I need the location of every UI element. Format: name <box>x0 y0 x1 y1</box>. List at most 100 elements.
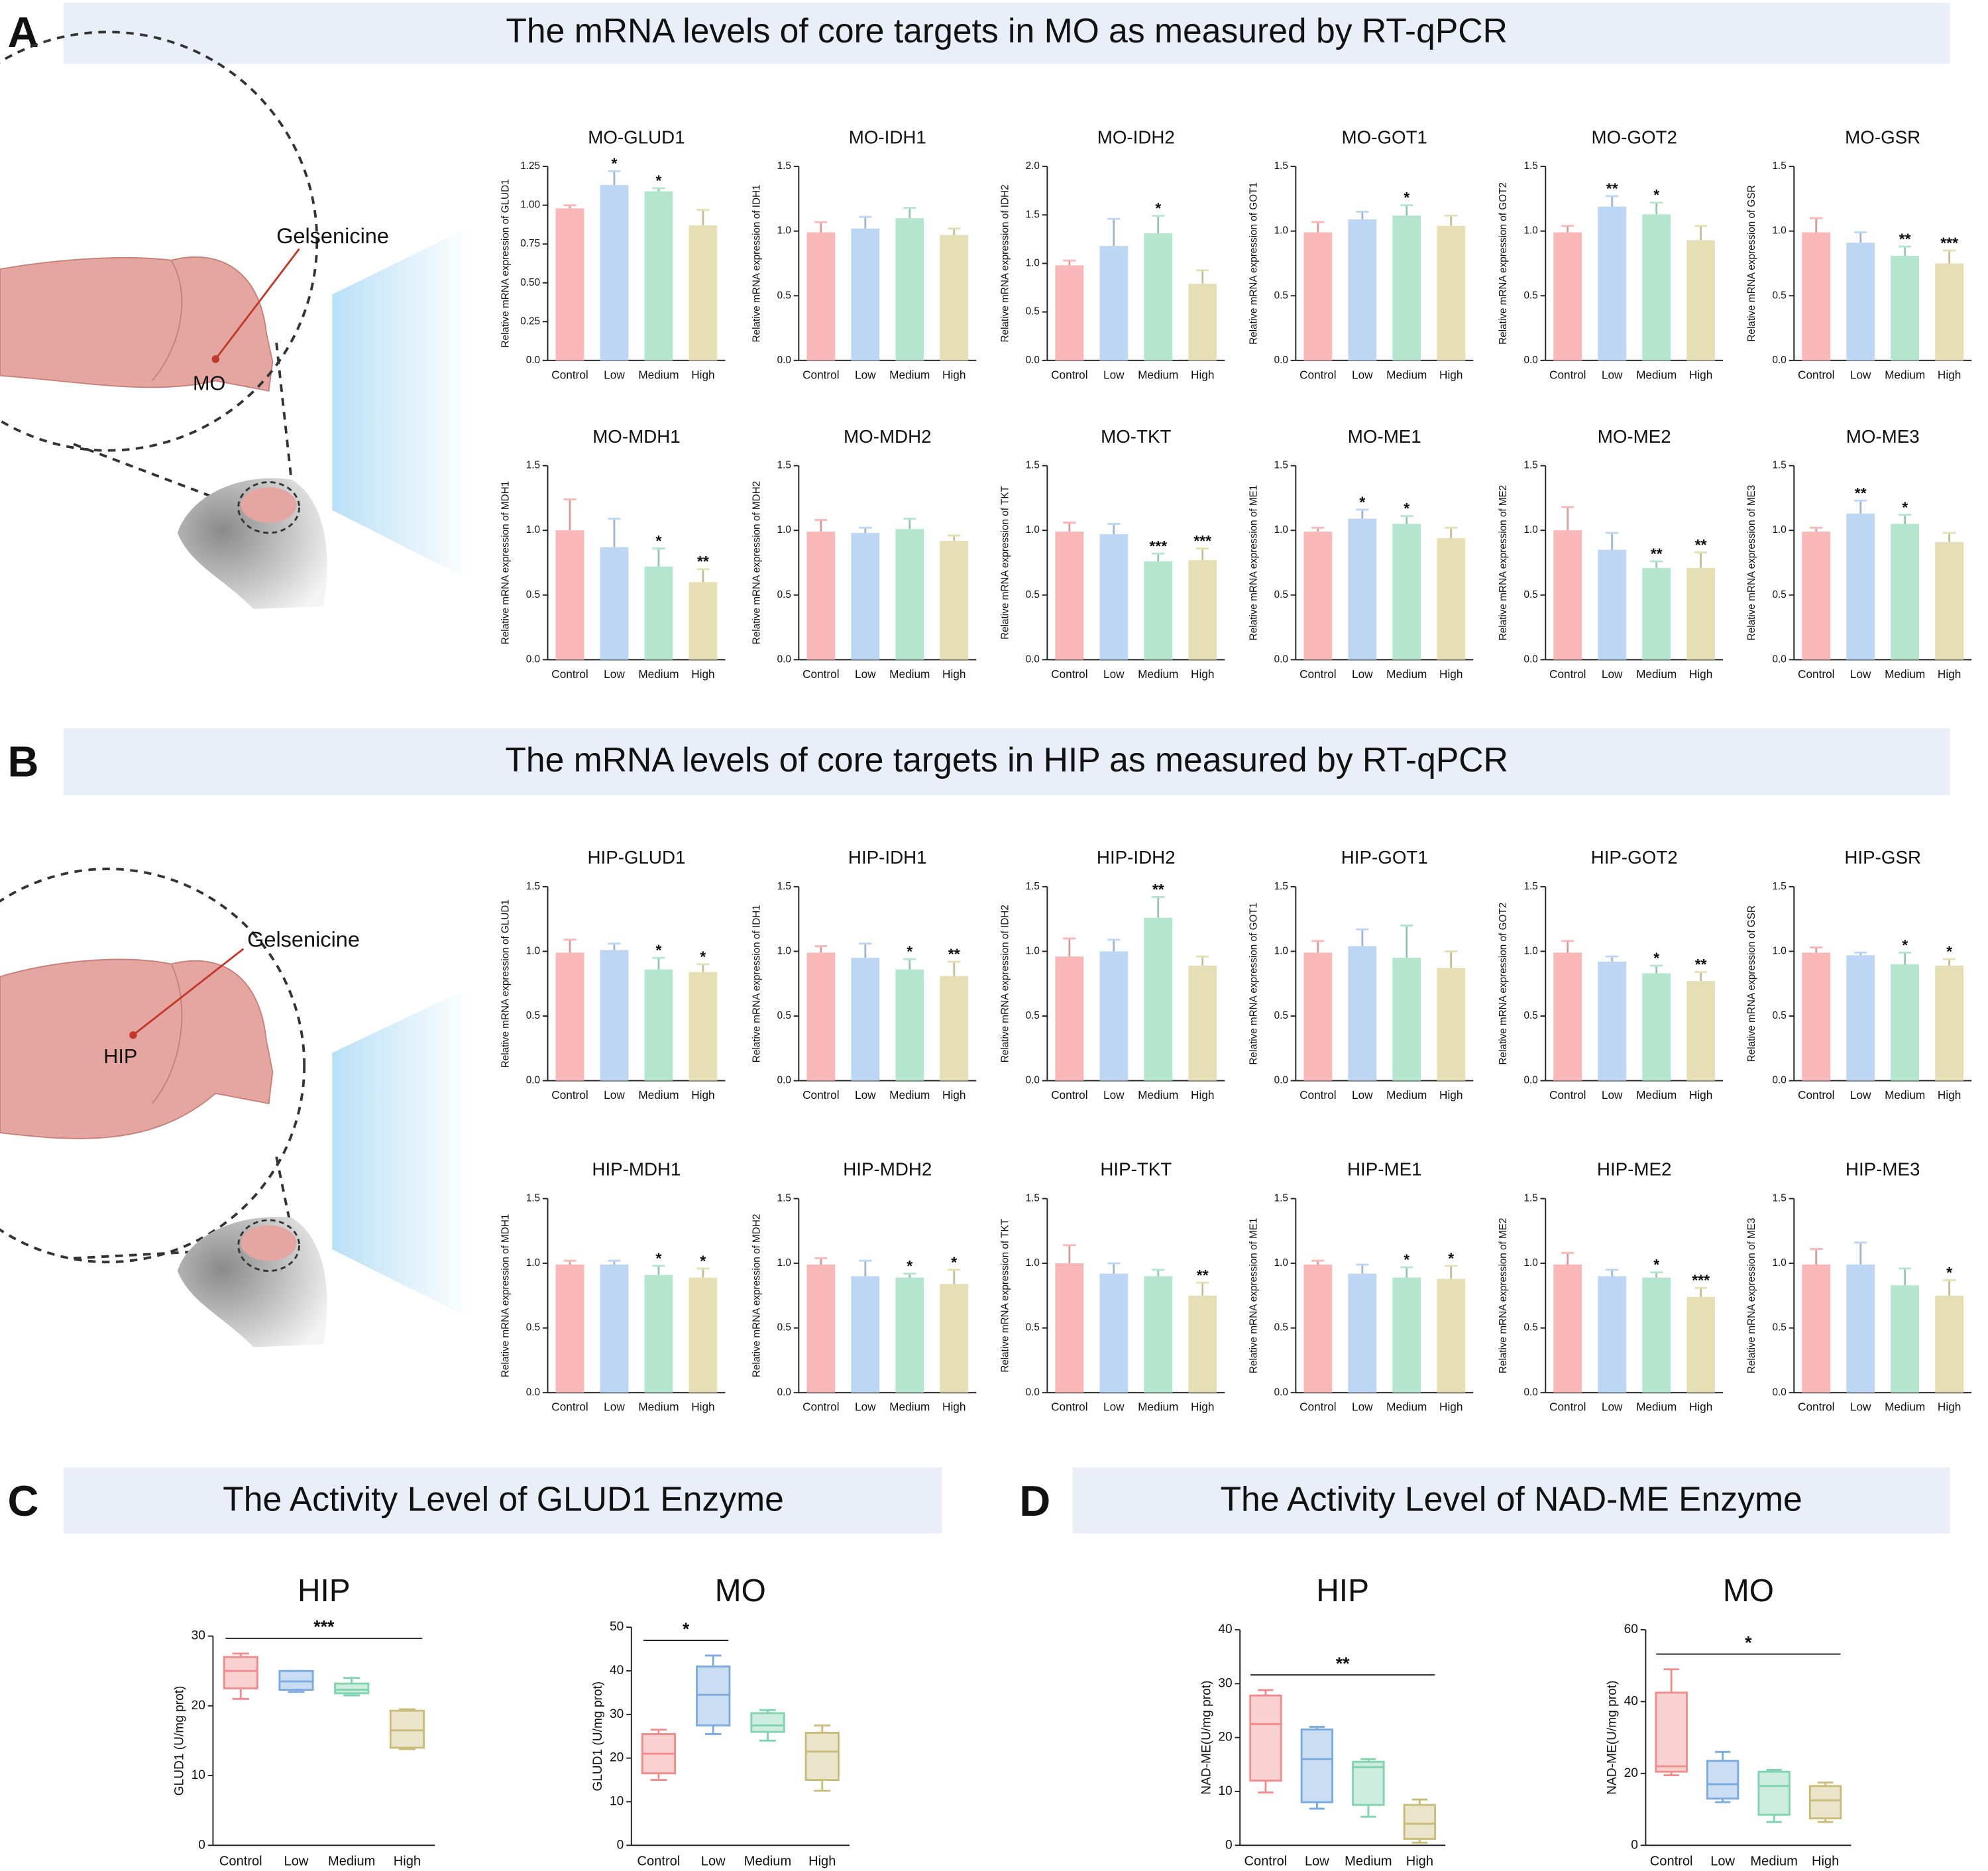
bar <box>1935 263 1964 361</box>
x-tick-label: Control <box>1549 1088 1586 1102</box>
significance-label: * <box>1946 1264 1952 1281</box>
chart-title: HIP-TKT <box>1100 1159 1172 1180</box>
y-tick-label: 0.0 <box>1524 1075 1538 1086</box>
bar <box>1099 534 1129 660</box>
y-tick-label: 0.0 <box>1773 1075 1787 1086</box>
y-tick-label: 0.0 <box>526 1075 540 1086</box>
y-axis-label: Relative mRNA expression of GSR <box>1746 905 1757 1062</box>
x-tick-label: High <box>1689 667 1712 681</box>
bar <box>1348 518 1377 660</box>
y-axis-label: Relative mRNA expression of IDH1 <box>751 905 762 1062</box>
x-tick-label: Low <box>1850 368 1871 381</box>
x-tick-label: Control <box>1299 368 1336 381</box>
y-tick-label: 0.0 <box>1773 653 1787 665</box>
bar <box>1891 255 1920 361</box>
bar <box>895 1277 924 1393</box>
bar <box>1802 1265 1831 1393</box>
x-tick-label: Control <box>551 1088 588 1102</box>
significance-label: * <box>1448 1249 1454 1267</box>
significance-label: ** <box>1695 536 1707 553</box>
y-tick-label: 0.5 <box>1274 290 1288 301</box>
significance-label: * <box>951 1253 957 1271</box>
y-tick-label: 0.0 <box>777 355 791 366</box>
x-tick-label: Control <box>1051 1400 1087 1414</box>
x-tick-label: Low <box>1710 1854 1735 1868</box>
x-tick-label: High <box>1689 368 1712 381</box>
y-tick-label: 40 <box>1624 1694 1638 1708</box>
x-tick-label: Control <box>1299 1400 1336 1414</box>
bar <box>1099 1273 1129 1393</box>
y-tick-label: 0.0 <box>1026 653 1040 665</box>
significance-label: * <box>1745 1632 1752 1652</box>
y-tick-label: 0.0 <box>1026 1075 1040 1086</box>
y-tick-label: 0.0 <box>526 653 540 665</box>
x-tick-label: Medium <box>638 667 679 681</box>
panel-letter: C <box>7 1477 38 1525</box>
significance-label: * <box>655 1249 661 1267</box>
bar <box>1642 214 1671 361</box>
x-tick-label: High <box>808 1854 836 1868</box>
y-tick-label: 0.75 <box>520 238 540 249</box>
x-tick-label: High <box>1191 1088 1214 1102</box>
bar <box>1642 973 1671 1081</box>
significance-label: * <box>1404 500 1409 517</box>
y-tick-label: 0.0 <box>1524 1387 1538 1398</box>
x-tick-label: High <box>1406 1854 1433 1868</box>
significance-label: * <box>683 1619 690 1639</box>
significance-label: ** <box>1899 231 1911 248</box>
significance-label: ** <box>1336 1654 1350 1673</box>
bar <box>940 1284 969 1393</box>
y-tick-label: 1.5 <box>1773 881 1787 892</box>
y-tick-label: 0.50 <box>520 277 540 288</box>
y-tick-label: 1.0 <box>1524 1257 1538 1269</box>
x-tick-label: Control <box>1798 1400 1834 1414</box>
y-tick-label: 1.0 <box>1773 225 1787 237</box>
bar <box>1348 219 1377 361</box>
y-tick-label: 0 <box>1225 1838 1233 1852</box>
bar <box>689 582 718 660</box>
bar <box>1686 981 1716 1081</box>
y-tick-label: 1.0 <box>1773 1257 1787 1269</box>
y-tick-label: 0.5 <box>1026 589 1040 600</box>
x-tick-label: Low <box>855 368 876 381</box>
x-tick-label: High <box>1938 1400 1961 1414</box>
y-tick-label: 0.5 <box>1026 1322 1040 1333</box>
y-tick-label: 0.0 <box>1773 1387 1787 1398</box>
significance-label: *** <box>1692 1272 1710 1289</box>
bar <box>1598 206 1627 361</box>
x-tick-label: Low <box>1602 1088 1623 1102</box>
significance-label: * <box>655 942 661 959</box>
y-axis-label: Relative mRNA expression of GSR <box>1746 185 1757 341</box>
y-axis-label: Relative mRNA expression of ME3 <box>1746 485 1757 641</box>
bar <box>1303 532 1333 660</box>
x-tick-label: Medium <box>1636 368 1677 381</box>
x-tick-label: Low <box>604 1400 625 1414</box>
chart-title: MO <box>1723 1573 1774 1609</box>
y-tick-label: 1.5 <box>777 460 791 471</box>
box <box>1403 1803 1437 1840</box>
y-tick-label: 1.5 <box>1274 881 1288 892</box>
bar <box>806 952 836 1081</box>
y-tick-label: 1.5 <box>526 460 540 471</box>
y-tick-label: 1.0 <box>1524 225 1538 237</box>
panel-letter: D <box>1019 1477 1050 1525</box>
x-tick-label: High <box>1938 1088 1961 1102</box>
bar <box>1144 561 1173 660</box>
y-axis-label: Relative mRNA expression of GLUD1 <box>500 179 511 347</box>
y-axis-label: Relative mRNA expression of GOT2 <box>1498 903 1509 1065</box>
y-tick-label: 1.5 <box>1274 460 1288 471</box>
x-tick-label: Medium <box>1386 1088 1427 1102</box>
y-tick-label: 0.0 <box>526 355 540 366</box>
significance-label: * <box>1404 1251 1409 1268</box>
significance-label: ** <box>1855 484 1867 502</box>
y-tick-label: 0 <box>198 1838 205 1852</box>
significance-label: * <box>1155 199 1161 217</box>
significance-label: ** <box>1152 881 1164 898</box>
y-tick-label: 1.0 <box>1026 524 1040 536</box>
bar <box>1686 240 1716 361</box>
y-tick-label: 20 <box>1218 1730 1232 1744</box>
y-tick-label: 0.0 <box>777 1075 791 1086</box>
chart-title: HIP-GOT2 <box>1591 847 1678 868</box>
x-tick-label: Low <box>1352 1088 1373 1102</box>
box <box>1757 1770 1791 1816</box>
